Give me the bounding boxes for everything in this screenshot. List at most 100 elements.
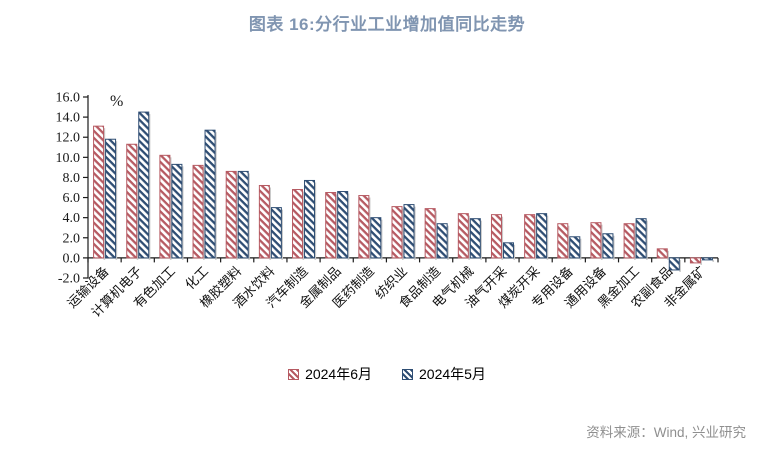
bar-shadow (435, 210, 437, 260)
bar-shadow (447, 225, 449, 260)
bar-s0-c7 (325, 192, 337, 259)
source-note: 资料来源：Wind, 兴业研究 (586, 425, 746, 440)
legend-item-1: 2024年5月 (402, 364, 486, 384)
bar-shadow (347, 193, 350, 260)
page-title: 图表 16:分行业工业增加值同比走势 (248, 15, 526, 34)
bar-shadow (546, 215, 549, 260)
bar-s1-c7 (337, 191, 349, 259)
bar-shadow (646, 220, 648, 260)
bar-shadow (700, 259, 703, 265)
bar-s1-c8 (370, 217, 382, 259)
bar-s0-c11 (457, 213, 469, 259)
bar-shadow (501, 216, 504, 260)
y-tick-label: 14.0 (56, 111, 81, 126)
legend-swatch-icon (402, 368, 413, 380)
bar-s0-c6 (292, 189, 304, 259)
bars (93, 111, 715, 272)
bar-shadow (612, 235, 615, 260)
bar-shadow (634, 225, 636, 260)
bar-s1-c15 (602, 233, 614, 259)
y-axis-unit-label: % (110, 93, 123, 110)
bar-shadow (380, 219, 383, 260)
y-tick-label: -2.0 (58, 272, 80, 287)
bar-shadow (203, 167, 205, 260)
bar-s0-c4 (225, 170, 237, 259)
bar-s0-c13 (524, 214, 536, 259)
bar-shadow (480, 220, 482, 260)
legend-swatch-icon (288, 368, 300, 380)
bar-shadow (667, 250, 669, 260)
y-tick-label: 16.0 (56, 91, 81, 106)
bar-shadow (679, 259, 681, 272)
bar-s1-c17 (668, 257, 680, 271)
bar-shadow (368, 197, 371, 260)
bar-shadow (314, 182, 317, 260)
bar-shadow (115, 141, 118, 260)
bar-s1-c9 (403, 204, 415, 259)
bar-shadow (302, 191, 305, 260)
bar-shadow (169, 157, 172, 260)
bar-s0-c5 (258, 184, 270, 259)
y-tick-label: 8.0 (63, 171, 81, 186)
bar-s0-c2 (159, 154, 171, 259)
bar-shadow (236, 173, 238, 260)
bar-s0-c10 (424, 208, 436, 259)
bar-shadow (579, 238, 582, 260)
chart-legend: 2024年6月 2024年5月 (60, 364, 714, 384)
y-tick-label: 2.0 (63, 231, 81, 246)
bar-shadow (600, 224, 603, 260)
bar-s0-c1 (126, 143, 138, 259)
bar-s1-c3 (204, 129, 216, 259)
bar-s1-c2 (171, 163, 183, 259)
bar-shadow (335, 194, 338, 260)
bar-s0-c0 (93, 125, 105, 259)
bar-shadow (534, 216, 537, 260)
bar-s0-c9 (391, 206, 403, 259)
bar-shadow (281, 209, 283, 260)
bar-s0-c3 (192, 164, 204, 259)
bar-s1-c4 (237, 170, 249, 259)
y-tick-label: 4.0 (63, 211, 81, 226)
bar-shadow (402, 208, 404, 260)
bar-s1-c5 (270, 207, 282, 259)
bar-s1-c11 (469, 218, 481, 259)
bar-shadow (103, 128, 106, 260)
bar-s1-c1 (138, 111, 150, 259)
y-tick-label: 0.0 (63, 251, 81, 266)
legend-label: 2024年6月 (305, 366, 372, 382)
bar-s1-c12 (502, 242, 514, 259)
legend-item-0: 2024年6月 (288, 364, 372, 384)
bar-s1-c16 (635, 218, 647, 259)
bar-shadow (248, 173, 250, 260)
bar-s1-c0 (105, 138, 117, 259)
bar-shadow (181, 166, 184, 260)
bar-s1-c14 (569, 236, 581, 259)
bar-s0-c12 (490, 214, 502, 259)
bar-shadow (414, 206, 416, 260)
bar-shadow (136, 146, 139, 260)
bar-shadow (215, 132, 217, 260)
bar-shadow (468, 215, 470, 260)
bar-shadow (513, 244, 516, 260)
y-tick-label: 10.0 (56, 151, 81, 166)
bar-s0-c15 (590, 222, 602, 259)
bar-s0-c18 (689, 257, 701, 264)
bar-shadow (269, 187, 271, 260)
bar-s1-c10 (436, 223, 448, 259)
y-tick-label: 12.0 (56, 131, 81, 146)
y-tick-label: 6.0 (63, 191, 81, 206)
bar-shadow (567, 225, 570, 260)
bar-s1-c13 (536, 213, 548, 259)
bar-shadow (712, 259, 715, 262)
bar-s0-c8 (358, 195, 370, 259)
legend-label: 2024年5月 (419, 366, 486, 382)
bar-shadow (148, 114, 151, 260)
bar-s0-c14 (557, 223, 569, 259)
y-tick-labels: 16.0 14.0 12.0 10.0 8.0 6.0 4.0 2.0 0.0 -2.0 (56, 91, 81, 287)
bar-s0-c16 (623, 223, 635, 259)
bar-s0-c17 (656, 248, 668, 259)
bar-s1-c6 (304, 179, 316, 259)
bar-s1-c18 (701, 257, 713, 261)
